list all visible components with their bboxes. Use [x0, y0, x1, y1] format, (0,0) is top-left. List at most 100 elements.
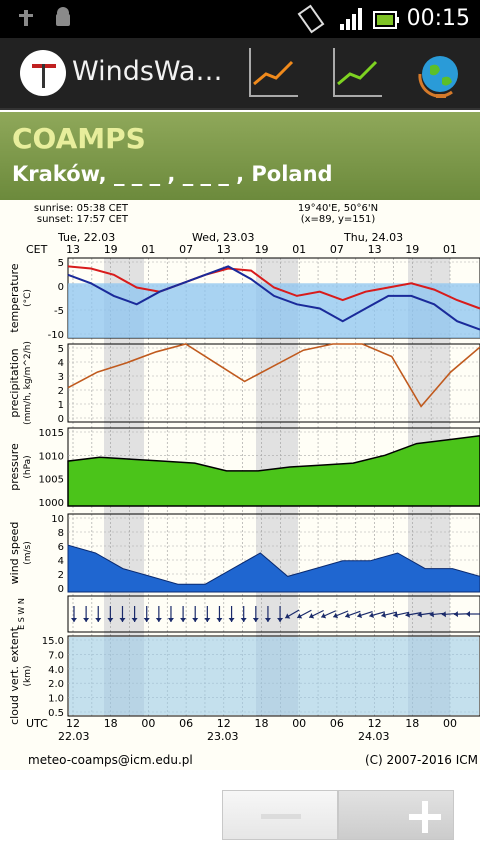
- hour-bottom-3: 06: [179, 717, 193, 730]
- footer-email[interactable]: meteo-coamps@icm.edu.pl: [28, 753, 193, 767]
- android-icon: [56, 7, 70, 26]
- wind-direction-arrows: [71, 606, 480, 622]
- tick-3-2: 6: [58, 542, 64, 553]
- tick-4-4: 1.0: [48, 694, 64, 705]
- hour-bottom-9: 18: [405, 717, 419, 730]
- status-icons: [19, 7, 70, 26]
- wind-arrow-5: [131, 606, 138, 622]
- wind-arrow-10: [192, 606, 199, 622]
- temp-below-zero-fill: [68, 283, 480, 338]
- location-name: Kraków, _ _ _ , _ _ _ , Poland: [12, 162, 333, 186]
- wind-arrow-17: [277, 606, 284, 622]
- status-bar: 00:15: [0, 0, 480, 38]
- tick-1-5: 0: [58, 414, 64, 425]
- tick-3-3: 4: [58, 556, 64, 567]
- panel-unit-0: (°C): [23, 289, 33, 307]
- wind-arrow-11: [204, 606, 211, 622]
- hour-top-1: 19: [104, 243, 118, 256]
- hour-top-3: 07: [179, 243, 193, 256]
- panel-label-0: temperature: [8, 263, 21, 332]
- wind-arrow-29: [417, 611, 434, 618]
- hour-top-0: 13: [66, 243, 80, 256]
- tick-4-0: 15.0: [42, 636, 64, 647]
- hour-top-4: 13: [217, 243, 231, 256]
- wind-arrow-33: [466, 611, 480, 617]
- chart-green-icon[interactable]: [326, 44, 386, 104]
- zoom-out-button[interactable]: [222, 790, 338, 840]
- panel-label-3: wind speed: [8, 522, 21, 585]
- coords-text: 19°40'E, 50°6'N: [298, 203, 378, 214]
- tz-bottom-label: UTC: [26, 717, 48, 730]
- wind-arrow-25: [369, 611, 385, 618]
- wind-arrow-7: [155, 606, 162, 622]
- panel-unit-1: (mm/h, kg/m^2/h): [23, 341, 33, 425]
- tick-4-5: 0.5: [48, 708, 64, 719]
- tick-4-3: 2.0: [48, 679, 64, 690]
- hour-bottom-4: 12: [217, 717, 231, 730]
- panel-label-2: pressure: [8, 443, 21, 491]
- wind-arrow-18: [284, 609, 300, 619]
- tick-3-0: 10: [51, 514, 64, 525]
- wind-arrow-22: [333, 610, 349, 619]
- tz-top-label: CET: [26, 243, 48, 256]
- hour-top-8: 13: [368, 243, 382, 256]
- action-bar: WindsWa…: [0, 38, 480, 110]
- panel-unit-3: (m/s): [23, 541, 33, 565]
- tick-1-2: 3: [58, 372, 64, 383]
- app-title: WindsWa…: [72, 56, 223, 87]
- wind-arrow-27: [393, 611, 410, 618]
- panel-label-4: cloud vert. extent: [8, 626, 21, 725]
- wind-arrow-21: [320, 610, 337, 619]
- wind-arrow-16: [264, 606, 271, 622]
- precip-series: [67, 343, 480, 408]
- date-label-23: 23.03: [207, 730, 239, 743]
- tick-3-1: 8: [58, 528, 64, 539]
- sunset-text: sunset: 17:57 CET: [37, 214, 129, 225]
- hour-bottom-5: 18: [255, 717, 269, 730]
- wind-arrow-23: [345, 610, 361, 619]
- zoom-in-button[interactable]: [338, 790, 454, 840]
- tick-1-0: 5: [58, 344, 64, 355]
- wind-arrow-13: [228, 606, 235, 622]
- tick-4-1: 7.0: [48, 650, 64, 661]
- panel-frame-1: [67, 343, 480, 423]
- footer-copyright: (C) 2007-2016 ICM: [365, 753, 478, 767]
- tick-1-1: 4: [58, 358, 64, 369]
- hour-top-7: 07: [330, 243, 344, 256]
- hour-bottom-6: 00: [292, 717, 306, 730]
- wind-arrow-1: [83, 606, 90, 622]
- app-logo-icon[interactable]: [20, 50, 66, 96]
- hour-bottom-8: 12: [368, 717, 382, 730]
- tick-2-2: 1005: [39, 475, 64, 486]
- tick-0-1: 0: [58, 282, 64, 293]
- chart-orange-icon[interactable]: [242, 44, 302, 104]
- signal-icon: [340, 8, 362, 30]
- wind-arrow-8: [167, 606, 174, 622]
- tick-0-0: 5: [58, 258, 64, 269]
- wind-arrow-28: [405, 611, 422, 618]
- hour-top-5: 19: [255, 243, 269, 256]
- tick-1-4: 1: [58, 400, 64, 411]
- wind-dir-label: E S W N: [17, 598, 26, 630]
- wind-arrow-19: [296, 609, 312, 619]
- wind-arrow-12: [216, 606, 223, 622]
- hour-top-6: 01: [292, 243, 306, 256]
- tick-0-2: -5: [54, 306, 64, 317]
- globe-icon[interactable]: [410, 44, 470, 104]
- meteogram[interactable]: sunrise: 05:38 CET sunset: 17:57 CET 19°…: [0, 200, 480, 770]
- wind-arrow-9: [180, 606, 187, 622]
- wind-arrow-26: [381, 611, 398, 618]
- temp-series-1: [67, 265, 480, 331]
- tick-4-2: 4.0: [48, 665, 64, 676]
- hour-labels-top: 13 19 01 07 13 19 01 07 13 19 01: [66, 243, 457, 256]
- usb-icon: [19, 10, 33, 26]
- wind-arrow-24: [357, 610, 373, 619]
- tick-2-0: 1015: [39, 428, 64, 439]
- clock: 00:15: [406, 6, 470, 31]
- pressure-series: [67, 435, 480, 507]
- tick-0-3: -10: [48, 330, 64, 341]
- battery-icon: [373, 11, 399, 29]
- wind-dir-frame: [67, 595, 480, 633]
- tick-1-3: 2: [58, 386, 64, 397]
- panel-unit-2: (hPa): [23, 455, 33, 478]
